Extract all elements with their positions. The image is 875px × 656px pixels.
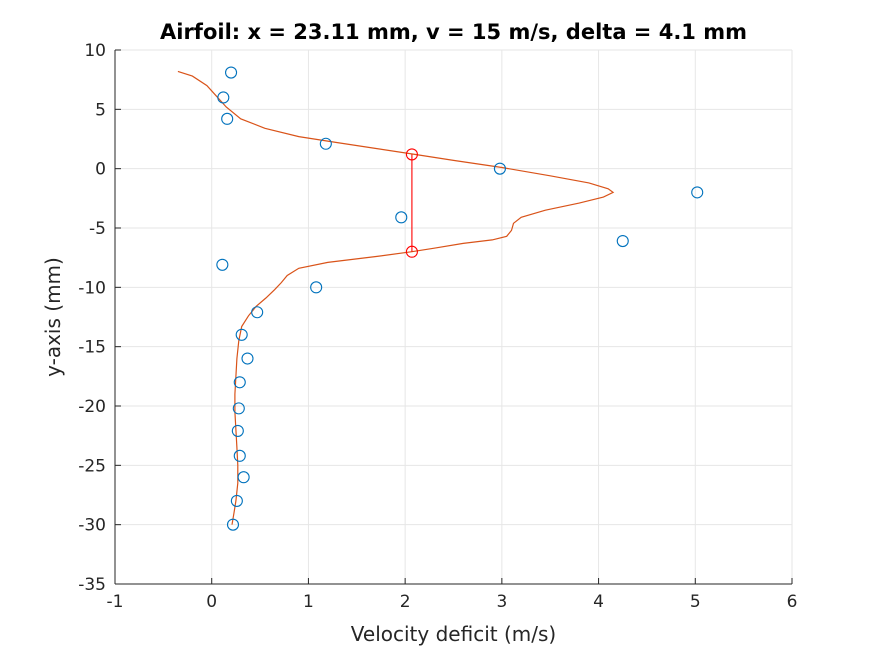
x-tick-label: 1 bbox=[303, 592, 314, 612]
y-tick-label: -20 bbox=[78, 397, 106, 417]
x-tick-label: 0 bbox=[206, 592, 217, 612]
y-tick-label: -15 bbox=[78, 338, 106, 358]
x-tick-label: 5 bbox=[690, 592, 701, 612]
wake-width-endpoint bbox=[405, 245, 418, 258]
y-tick-label: 10 bbox=[84, 41, 106, 61]
plot-area bbox=[115, 50, 792, 584]
chart-title: Airfoil: x = 23.11 mm, v = 15 m/s, delta… bbox=[160, 20, 747, 44]
measured-data-point bbox=[217, 91, 230, 104]
measured-data-point bbox=[251, 306, 264, 319]
x-tick-label: 4 bbox=[593, 592, 604, 612]
y-tick-label: -25 bbox=[78, 456, 106, 476]
y-tick-label: -5 bbox=[89, 219, 106, 239]
y-tick-label: -30 bbox=[78, 516, 106, 536]
x-tick-label: -1 bbox=[107, 592, 124, 612]
measured-data-point bbox=[319, 137, 332, 150]
measured-data-point bbox=[235, 328, 248, 341]
fitted-profile-line bbox=[177, 70, 615, 525]
measured-data-point bbox=[226, 518, 240, 531]
measured-data-point bbox=[233, 449, 246, 462]
measured-data-point bbox=[616, 235, 629, 248]
measured-data-point bbox=[232, 402, 245, 415]
measured-data-point bbox=[230, 494, 243, 507]
measured-data-point bbox=[231, 424, 244, 437]
measured-data-point bbox=[691, 186, 704, 199]
measured-data-point bbox=[221, 112, 234, 125]
x-axis-label: Velocity deficit (m/s) bbox=[351, 622, 556, 646]
wake-width-endpoint bbox=[405, 148, 418, 161]
measured-data-point bbox=[216, 258, 229, 271]
y-tick-label: -10 bbox=[78, 278, 106, 298]
y-axis-label: y-axis (mm) bbox=[41, 257, 65, 377]
measured-data-point bbox=[241, 352, 254, 365]
measured-data-point bbox=[237, 471, 250, 484]
x-tick-label: 6 bbox=[787, 592, 798, 612]
y-tick-label: 5 bbox=[95, 100, 106, 120]
measured-data-point bbox=[233, 376, 246, 389]
x-tick-label: 3 bbox=[496, 592, 507, 612]
y-tick-label: -35 bbox=[78, 575, 106, 595]
x-tick-label: 2 bbox=[400, 592, 411, 612]
y-tick-label: 0 bbox=[95, 160, 106, 180]
plot-series bbox=[177, 66, 704, 531]
measured-data-point bbox=[225, 66, 238, 79]
measured-data-point bbox=[493, 162, 506, 175]
measured-data-point bbox=[310, 281, 323, 294]
measured-data-point bbox=[395, 211, 408, 224]
axes bbox=[114, 49, 793, 585]
grid-lines bbox=[114, 49, 793, 585]
